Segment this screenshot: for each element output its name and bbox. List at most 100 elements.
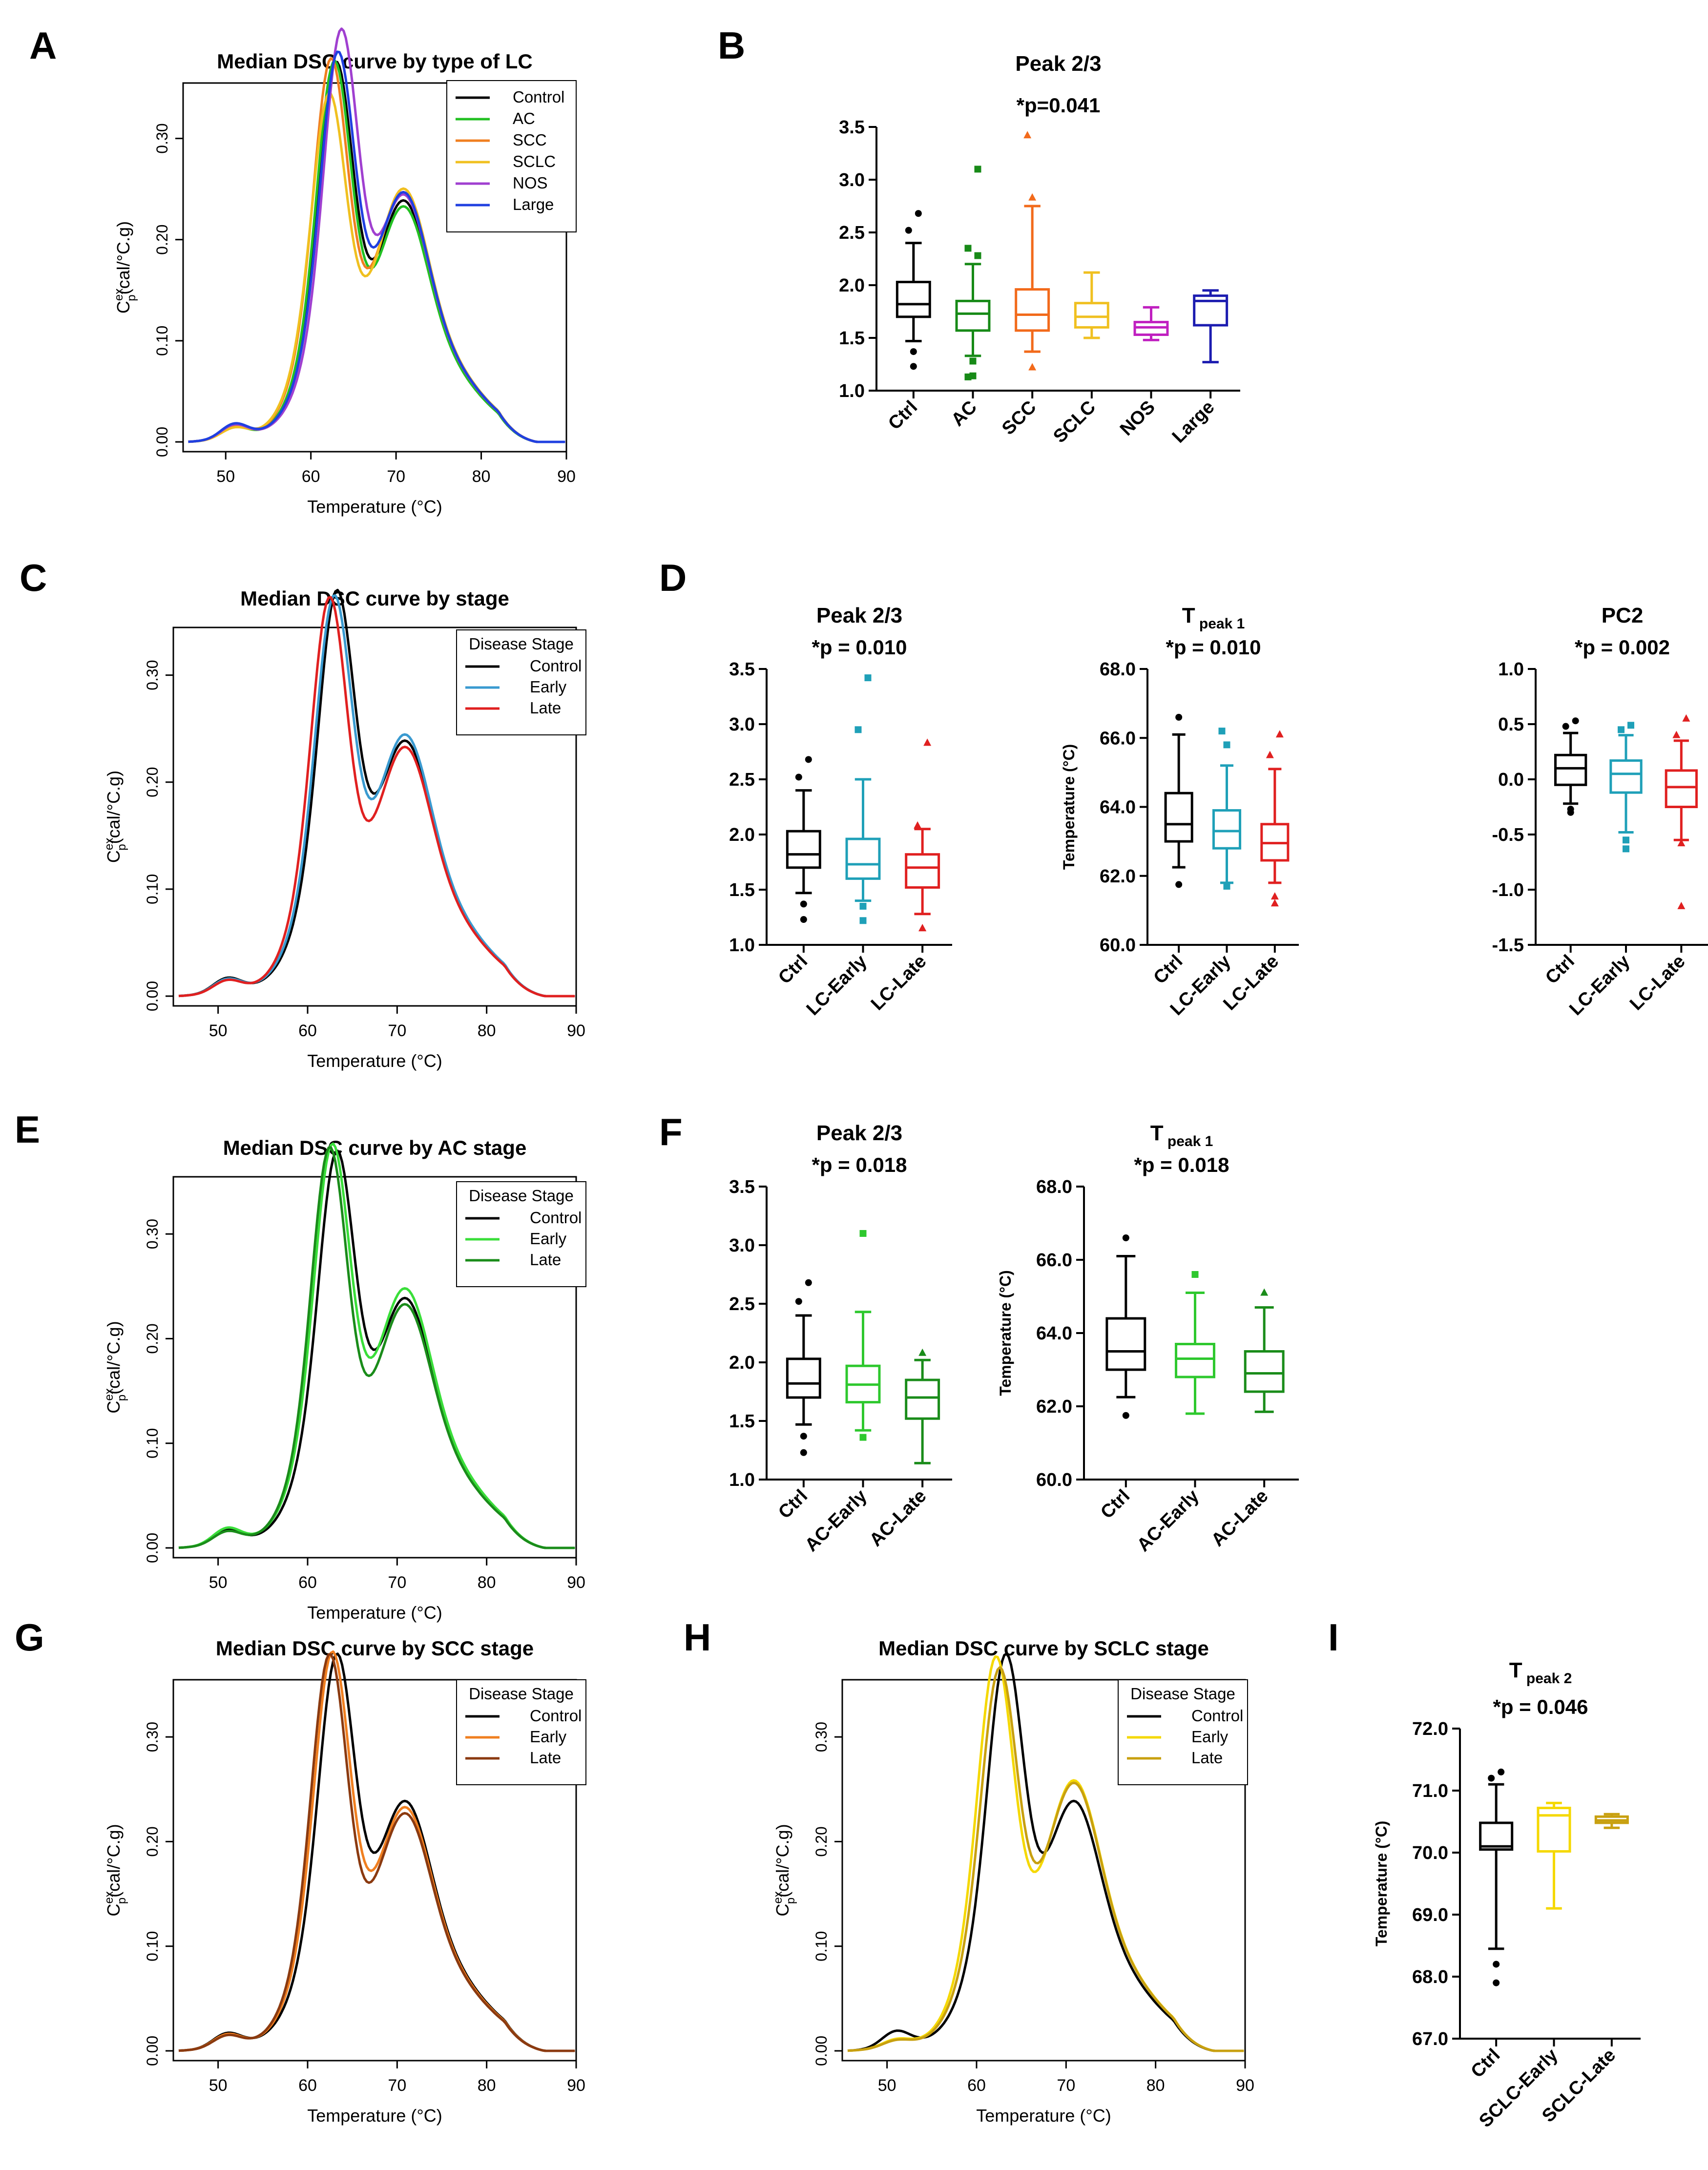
x-tick-label: 90 [557, 467, 576, 486]
y-tick-label: 66.0 [1100, 728, 1136, 749]
x-tick-label: 60 [302, 467, 320, 486]
y-axis-label: Cexp(cal/°C.g) [112, 221, 138, 313]
y-axis-label: Temperature (°C) [1060, 744, 1078, 870]
x-axis-label: Temperature (°C) [976, 2106, 1111, 2126]
x-tick-label: 60 [967, 2076, 986, 2095]
legend-title: Disease Stage [469, 635, 574, 653]
series-line-late [178, 1653, 575, 2052]
outlier-point [859, 1230, 867, 1237]
panel-G: G Median DSC curve by SCC stage 50 60 70 80 90… [15, 1616, 586, 2126]
legend-label-late: Late [1191, 1749, 1223, 1767]
outlier-point [964, 373, 972, 380]
y-tick-label: 0.10 [812, 1931, 830, 1961]
legend-label-nos: NOS [513, 174, 548, 192]
panel-E: E Median DSC curve by AC stage 50 60 70 80 90 0… [15, 1108, 586, 1623]
box-ctrl [1479, 1768, 1514, 1986]
outlier-point [1175, 881, 1183, 888]
chart-title: T peak 2 [1509, 1658, 1572, 1687]
outlier-point [1122, 1234, 1129, 1241]
y-axis-label: Cexp(cal/°C.g) [103, 1824, 128, 1916]
outlier-point [805, 756, 812, 763]
box-iqr [1105, 1317, 1146, 1371]
y-tick-label: 0.30 [144, 1219, 161, 1249]
y-tick-label: 72.0 [1412, 1719, 1448, 1739]
legend-box [456, 1679, 586, 1785]
y-tick-label: 3.0 [729, 1235, 755, 1256]
chart-title: Peak 2/3 [1015, 52, 1101, 76]
y-tick-label: 1.0 [839, 381, 865, 401]
box-sclc-early [1537, 1801, 1571, 1910]
outlier-point [1271, 892, 1279, 900]
outlier-point [859, 917, 867, 924]
y-tick-label: 0.00 [144, 981, 161, 1011]
box-ac [955, 166, 991, 380]
panel-label-F1: F [659, 1110, 683, 1153]
box-lc-early [845, 674, 881, 924]
outlier-point [1028, 363, 1037, 371]
box-iqr [905, 853, 940, 889]
y-tick-label: 64.0 [1036, 1323, 1072, 1344]
x-tick-label: 80 [472, 467, 491, 486]
outlier-point [1572, 717, 1579, 725]
outlier-point [854, 726, 862, 733]
chart-title: T peak 1 [1150, 1121, 1213, 1149]
y-tick-label: 69.0 [1412, 1905, 1448, 1925]
chart-title: Median DSC curve by AC stage [223, 1136, 527, 1159]
chart-title: Median DSC curve by SCLC stage [878, 1637, 1209, 1660]
x-tick-label: 80 [478, 2076, 496, 2095]
outlier-point [795, 773, 802, 781]
legend-label-control: Control [513, 88, 564, 106]
y-tick-label: -1.0 [1492, 880, 1524, 900]
outlier-point [918, 1348, 927, 1356]
outlier-point [1223, 741, 1230, 749]
outlier-point [800, 900, 807, 908]
y-axis-label: Cexp(cal/°C.g) [103, 771, 128, 863]
outlier-point [1618, 726, 1625, 733]
panel-label-E: E [15, 1108, 40, 1151]
x-tick-label: 50 [878, 2076, 896, 2095]
series-line-large [188, 50, 565, 443]
y-tick-label: 2.5 [729, 1294, 755, 1315]
box-ac-early [845, 1230, 881, 1441]
outlier-point [1677, 901, 1686, 909]
box-iqr [1665, 769, 1698, 809]
chart-title: Peak 2/3 [816, 1121, 902, 1145]
x-tick-label: 90 [567, 1573, 585, 1592]
outlier-point [805, 1279, 812, 1286]
legend: Disease Stage Control Early Late [456, 1679, 586, 1785]
outlier-point [1623, 836, 1629, 844]
outlier-point [1672, 730, 1681, 738]
significance-annotation: *p = 0.010 [1166, 636, 1261, 659]
outlier-point [905, 227, 912, 234]
legend-label-late: Late [530, 699, 561, 717]
series-line-late [178, 1146, 575, 1549]
plot-frame [182, 82, 567, 453]
box-scc [1015, 131, 1050, 371]
legend-title: Disease Stage [1130, 1685, 1235, 1703]
y-tick-label: 71.0 [1412, 1781, 1448, 1801]
panel-label-A: A [29, 24, 57, 67]
y-tick-label: 1.5 [839, 328, 865, 349]
y-tick-label: 1.0 [1498, 659, 1524, 680]
y-tick-label: 60.0 [1036, 1470, 1072, 1490]
plot-frame [172, 1176, 577, 1559]
legend-label-control: Control [530, 1707, 582, 1725]
box-sclc-late [1594, 1813, 1629, 1829]
outlier-point [914, 821, 922, 829]
y-tick-label: 64.0 [1100, 797, 1136, 818]
x-tick-label: 50 [209, 1573, 228, 1592]
legend-label-large: Large [513, 195, 554, 213]
legend-box [446, 80, 577, 232]
y-tick-label: 0.0 [1498, 770, 1524, 790]
y-tick-label: 0.30 [144, 660, 161, 690]
outlier-point [1028, 193, 1037, 201]
chart-title: Median DSC curve by SCC stage [216, 1637, 534, 1660]
y-tick-label: 0.00 [144, 1533, 161, 1563]
outlier-point [1223, 882, 1230, 890]
box-ac-early [1175, 1271, 1215, 1415]
y-axis-label: Cexp(cal/°C.g) [771, 1824, 797, 1916]
legend-label-control: Control [1191, 1707, 1243, 1725]
x-tick-label: 90 [567, 2076, 585, 2095]
y-tick-label: 0.00 [153, 427, 171, 457]
y-tick-label: 3.5 [729, 1177, 755, 1197]
